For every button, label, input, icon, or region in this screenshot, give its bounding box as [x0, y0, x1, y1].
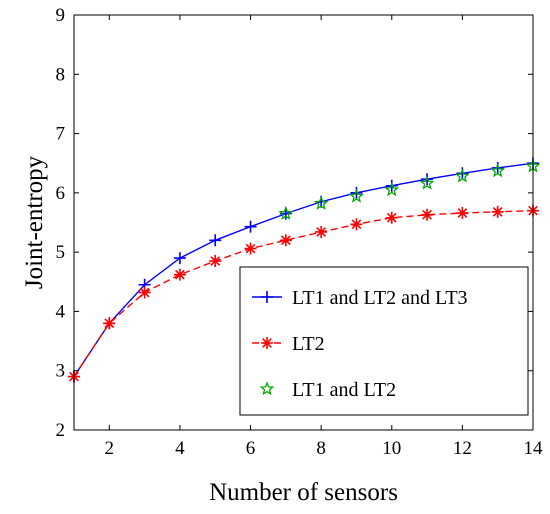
x-tick-label: 10 — [382, 438, 401, 459]
data-point — [456, 207, 469, 220]
data-point — [454, 168, 470, 183]
legend-marker — [261, 337, 273, 349]
legend-item-1: LT2 — [252, 333, 325, 355]
data-point — [421, 208, 434, 221]
data-point — [244, 220, 257, 233]
data-point — [384, 182, 400, 197]
y-axis-label: Joint-entropy — [21, 155, 48, 289]
x-axis-label: Number of sensors — [209, 479, 398, 506]
data-point — [279, 234, 292, 247]
legend-box — [239, 266, 529, 416]
x-tick-label: 2 — [105, 438, 115, 459]
x-tick-label: 6 — [246, 438, 256, 459]
y-tick-label: 5 — [56, 242, 66, 263]
data-point — [209, 255, 222, 268]
legend-label: LT2 — [292, 333, 325, 355]
data-point — [421, 173, 434, 186]
data-point — [419, 175, 435, 190]
data-point — [173, 252, 186, 265]
legend-marker — [259, 381, 275, 396]
x-tick-label: 12 — [453, 438, 472, 459]
plot-area — [68, 157, 541, 383]
data-point — [490, 163, 506, 178]
data-point — [385, 211, 398, 224]
data-point — [349, 188, 364, 203]
axis-ticks: 2 4 6 8 10 12 14 2 3 4 5 6 7 8 9 — [56, 5, 544, 459]
data-point — [138, 286, 151, 299]
legend-item-0: LT1 and LT2 and LT3 — [252, 287, 468, 309]
legend-label: LT1 and LT2 — [292, 379, 396, 401]
data-point — [173, 268, 186, 281]
x-tick-label: 8 — [316, 438, 326, 459]
y-tick-label: 4 — [56, 301, 66, 322]
legend: LT1 and LT2 and LT3 LT2 LT1 and LT2 — [239, 266, 529, 416]
data-point — [103, 317, 116, 330]
y-tick-label: 8 — [56, 64, 66, 85]
data-point — [385, 179, 398, 192]
legend-marker — [261, 291, 273, 303]
y-tick-label: 3 — [56, 361, 66, 382]
data-point — [350, 218, 363, 231]
y-tick-label: 9 — [56, 5, 66, 26]
x-tick-label: 14 — [524, 438, 544, 459]
data-point — [209, 234, 222, 247]
y-tick-label: 7 — [56, 124, 66, 145]
data-point — [244, 242, 257, 255]
data-point — [278, 205, 294, 220]
axes-box — [73, 14, 534, 431]
data-point — [313, 195, 329, 210]
y-tick-label: 2 — [56, 420, 66, 441]
legend-label: LT1 and LT2 and LT3 — [292, 287, 468, 309]
data-point — [491, 205, 504, 218]
series-2 — [278, 158, 541, 220]
y-tick-label: 6 — [56, 183, 66, 204]
x-tick-label: 4 — [175, 438, 185, 459]
legend-item-2: LT1 and LT2 — [259, 379, 396, 401]
data-point — [315, 225, 328, 238]
